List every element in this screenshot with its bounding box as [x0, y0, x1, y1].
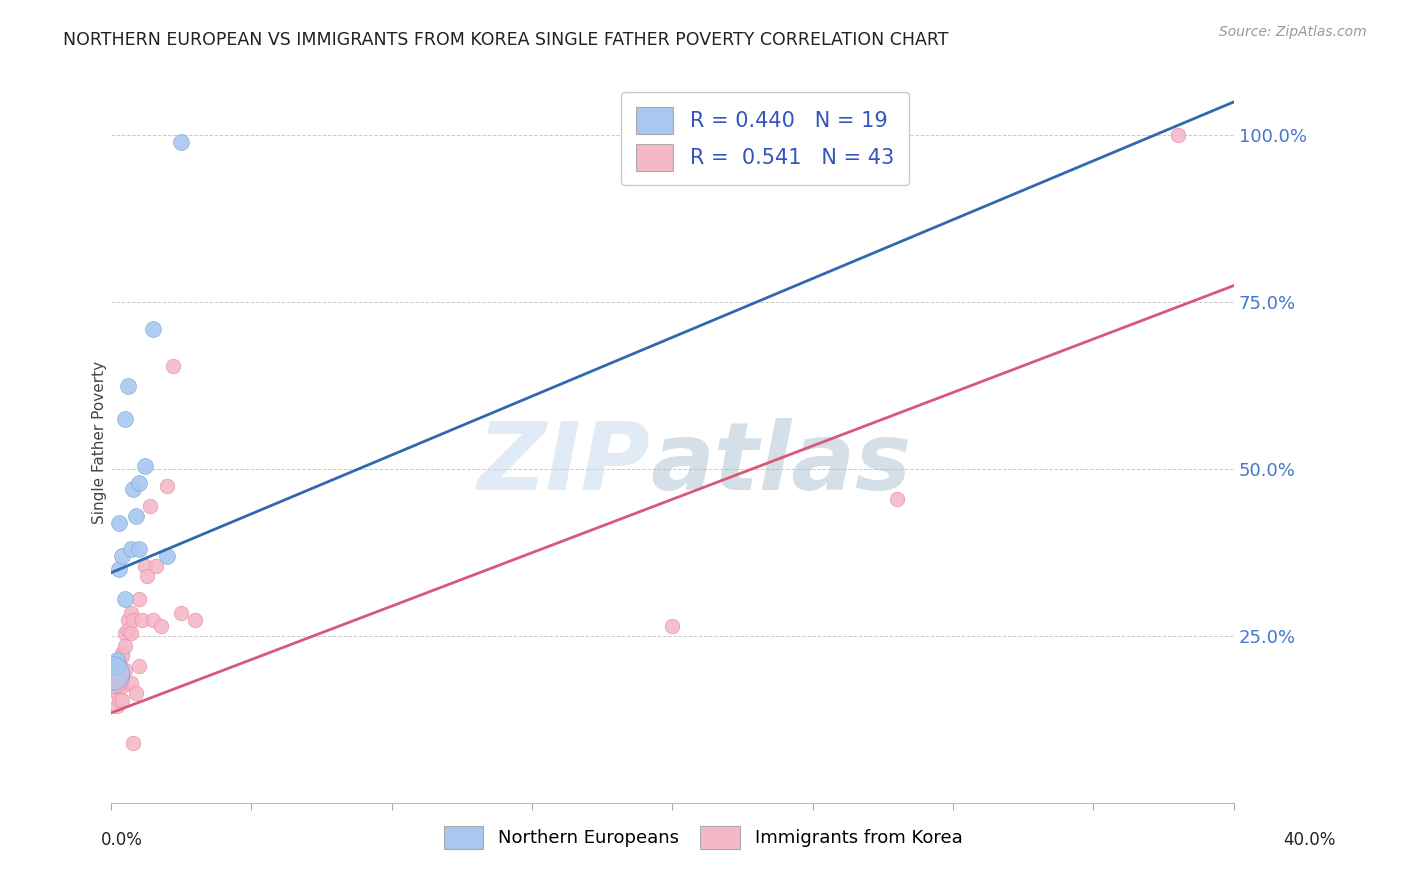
Point — [108, 562, 131, 576]
Point — [117, 378, 139, 392]
Point — [114, 625, 136, 640]
Point — [128, 475, 150, 490]
Point — [162, 359, 184, 373]
Point — [103, 659, 125, 673]
Point — [105, 659, 128, 673]
Point — [114, 592, 136, 607]
Point — [111, 646, 134, 660]
Text: 40.0%: 40.0% — [1284, 831, 1336, 849]
Point — [101, 665, 124, 680]
Point — [142, 322, 165, 336]
Point — [105, 652, 128, 666]
Point — [142, 613, 165, 627]
Point — [120, 676, 142, 690]
Point — [139, 499, 162, 513]
Point — [120, 606, 142, 620]
Text: NORTHERN EUROPEAN VS IMMIGRANTS FROM KOREA SINGLE FATHER POVERTY CORRELATION CHA: NORTHERN EUROPEAN VS IMMIGRANTS FROM KOR… — [63, 31, 949, 49]
Point — [886, 135, 908, 149]
Point — [170, 135, 193, 149]
Point — [105, 686, 128, 700]
Text: atlas: atlas — [650, 418, 911, 510]
Legend: Northern Europeans, Immigrants from Korea: Northern Europeans, Immigrants from Kore… — [434, 817, 972, 858]
Point — [105, 673, 128, 687]
Point — [156, 479, 179, 493]
Point — [122, 736, 145, 750]
Text: 0.0%: 0.0% — [101, 831, 143, 849]
Point — [128, 592, 150, 607]
Point — [105, 699, 128, 714]
Point — [661, 619, 683, 633]
Point — [103, 679, 125, 693]
Point — [136, 569, 159, 583]
Point — [125, 508, 148, 523]
Point — [103, 673, 125, 687]
Point — [184, 613, 207, 627]
Point — [105, 659, 128, 673]
Point — [111, 692, 134, 706]
Text: Source: ZipAtlas.com: Source: ZipAtlas.com — [1219, 25, 1367, 39]
Point — [156, 549, 179, 563]
Point — [108, 652, 131, 666]
Point — [150, 619, 173, 633]
Point — [122, 483, 145, 497]
Point — [128, 542, 150, 557]
Point — [145, 559, 167, 574]
Point — [125, 686, 148, 700]
Point — [114, 663, 136, 677]
Point — [101, 669, 124, 683]
Point — [117, 613, 139, 627]
Point — [134, 458, 156, 473]
Point — [117, 623, 139, 637]
Y-axis label: Single Father Poverty: Single Father Poverty — [93, 361, 107, 524]
Point — [1167, 128, 1189, 143]
Point — [128, 659, 150, 673]
Point — [103, 665, 125, 680]
Point — [120, 625, 142, 640]
Legend: R = 0.440   N = 19, R =  0.541   N = 43: R = 0.440 N = 19, R = 0.541 N = 43 — [621, 92, 908, 186]
Point — [114, 639, 136, 653]
Point — [108, 516, 131, 530]
Point — [108, 692, 131, 706]
Point — [122, 613, 145, 627]
Point — [108, 665, 131, 680]
Point — [131, 613, 153, 627]
Point — [114, 412, 136, 426]
Point — [111, 679, 134, 693]
Point — [111, 669, 134, 683]
Point — [111, 549, 134, 563]
Point — [134, 559, 156, 574]
Point — [111, 649, 134, 664]
Point — [170, 606, 193, 620]
Point — [886, 492, 908, 507]
Point — [120, 542, 142, 557]
Text: ZIP: ZIP — [477, 418, 650, 510]
Point — [108, 679, 131, 693]
